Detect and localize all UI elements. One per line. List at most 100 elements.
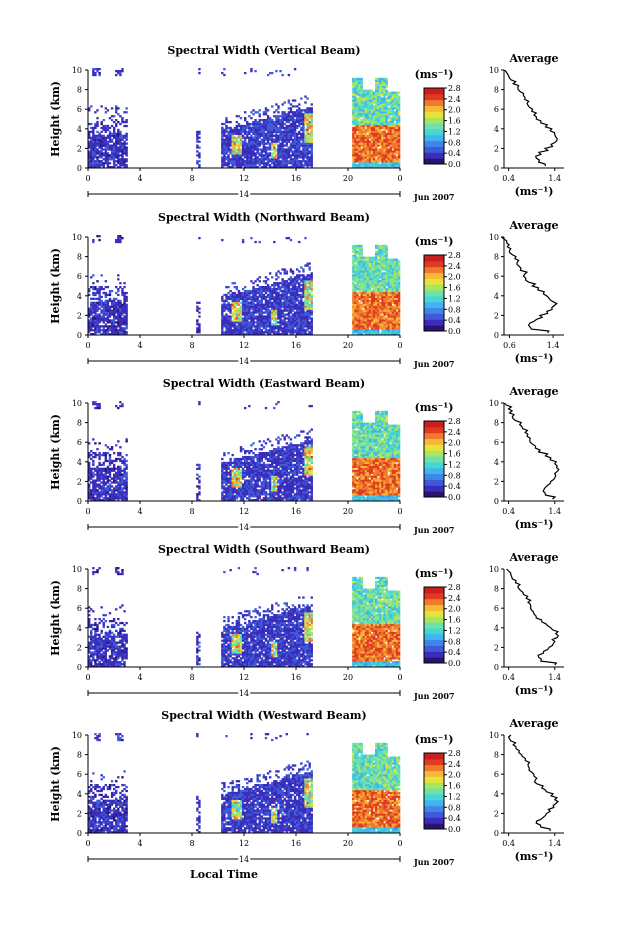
heatmap-cell bbox=[248, 321, 251, 324]
heatmap-cell bbox=[196, 305, 199, 308]
heatmap-cell bbox=[110, 329, 114, 332]
heatmap-cell bbox=[397, 132, 401, 135]
heatmap-cell bbox=[375, 301, 378, 304]
heatmap-cell bbox=[121, 119, 124, 122]
heatmap-cell bbox=[377, 309, 380, 312]
heatmap-cell bbox=[293, 299, 297, 302]
heatmap-cell bbox=[379, 313, 382, 316]
heatmap-cell bbox=[362, 331, 365, 334]
heatmap-cell bbox=[397, 166, 401, 169]
heatmap-cell bbox=[310, 130, 313, 134]
heatmap-cell bbox=[379, 138, 382, 141]
heatmap-cell bbox=[106, 303, 110, 306]
heatmap-cell bbox=[360, 154, 363, 157]
heatmap-cell bbox=[117, 317, 120, 320]
heatmap-cell bbox=[304, 293, 307, 297]
heatmap-cell bbox=[112, 297, 116, 301]
heatmap-cell bbox=[310, 307, 313, 310]
heatmap-cell bbox=[375, 258, 378, 261]
heatmap-cell bbox=[387, 278, 390, 281]
heatmap-cell bbox=[391, 117, 395, 120]
heatmap-cell bbox=[375, 278, 378, 281]
heatmap-cell bbox=[383, 95, 386, 98]
heatmap-cell bbox=[102, 287, 105, 291]
heatmap-cell bbox=[266, 284, 270, 287]
heatmap-cell bbox=[385, 156, 388, 159]
heatmap-cell bbox=[308, 268, 311, 271]
heatmap-cell bbox=[383, 103, 386, 106]
heatmap-cell bbox=[387, 317, 390, 320]
heatmap-cell bbox=[246, 291, 249, 295]
heatmap-cell bbox=[287, 287, 291, 291]
heatmap-cell bbox=[279, 286, 282, 289]
heatmap-cell bbox=[221, 158, 224, 161]
heatmap-cell bbox=[370, 311, 374, 314]
heatmap-cell bbox=[258, 144, 261, 147]
heatmap-cell bbox=[360, 309, 363, 312]
heatmap-cell bbox=[391, 301, 395, 304]
heatmap-cell bbox=[291, 323, 295, 326]
heatmap-cell bbox=[370, 146, 374, 149]
heatmap-cell bbox=[121, 309, 124, 312]
heatmap-cell bbox=[302, 291, 305, 295]
heatmap-cell bbox=[387, 327, 390, 330]
heatmap-cell bbox=[306, 307, 309, 310]
heatmap-cell bbox=[221, 299, 224, 302]
heatmap-cell bbox=[244, 289, 247, 293]
heatmap-cell bbox=[110, 150, 114, 153]
heatmap-cell bbox=[225, 297, 228, 301]
heatmap-cell bbox=[225, 321, 228, 324]
heatmap-cell bbox=[115, 291, 118, 295]
heatmap-cell bbox=[235, 128, 239, 132]
heatmap-cell bbox=[370, 282, 374, 285]
heatmap-cell bbox=[121, 134, 124, 137]
heatmap-cell bbox=[308, 111, 311, 114]
heatmap-cell bbox=[258, 289, 261, 293]
heatmap-cell bbox=[358, 333, 361, 336]
heatmap-cell bbox=[387, 124, 390, 128]
heatmap-cell bbox=[354, 119, 357, 122]
heatmap-cell bbox=[223, 301, 226, 304]
heatmap-cell bbox=[358, 87, 361, 90]
heatmap-cell bbox=[196, 162, 199, 165]
heatmap-cell bbox=[254, 142, 257, 145]
heatmap-cell bbox=[393, 146, 397, 149]
heatmap-cell bbox=[100, 142, 103, 145]
heatmap-cell bbox=[302, 150, 305, 153]
heatmap-cell bbox=[227, 142, 230, 145]
heatmap-cell bbox=[285, 113, 288, 116]
heatmap-cell bbox=[368, 329, 372, 332]
heatmap-cell bbox=[104, 307, 108, 310]
heatmap-cell bbox=[106, 305, 110, 308]
heatmap-cell bbox=[196, 138, 199, 141]
heatmap-cell bbox=[387, 111, 390, 114]
heatmap-cell bbox=[293, 115, 297, 118]
heatmap-cell bbox=[366, 111, 370, 114]
heatmap-cell bbox=[352, 325, 355, 328]
heatmap-cell bbox=[393, 327, 397, 330]
heatmap-cell bbox=[358, 297, 361, 301]
heatmap-cell bbox=[275, 124, 278, 128]
heatmap-cell bbox=[356, 333, 359, 336]
heatmap-cell bbox=[389, 128, 392, 132]
heatmap-cell bbox=[256, 142, 259, 145]
heatmap-cell bbox=[221, 126, 224, 130]
heatmap-cell bbox=[296, 120, 299, 124]
heatmap-cell bbox=[293, 136, 297, 139]
heatmap-cell bbox=[354, 289, 357, 293]
heatmap-cell bbox=[372, 119, 376, 122]
heatmap-cell bbox=[266, 307, 270, 310]
heatmap-cell bbox=[358, 244, 361, 248]
heatmap-cell bbox=[248, 130, 251, 134]
heatmap-cell bbox=[221, 329, 224, 332]
heatmap-cell bbox=[239, 325, 243, 328]
heatmap-cell bbox=[352, 258, 355, 261]
heatmap-cell bbox=[233, 282, 236, 285]
heatmap-cell bbox=[239, 162, 243, 165]
heatmap-cell bbox=[306, 128, 309, 132]
heatmap-cell bbox=[283, 144, 286, 147]
heatmap-cell bbox=[237, 325, 241, 328]
heatmap-cell bbox=[283, 282, 286, 285]
heatmap-cell bbox=[117, 237, 120, 240]
heatmap-cell bbox=[98, 138, 101, 141]
